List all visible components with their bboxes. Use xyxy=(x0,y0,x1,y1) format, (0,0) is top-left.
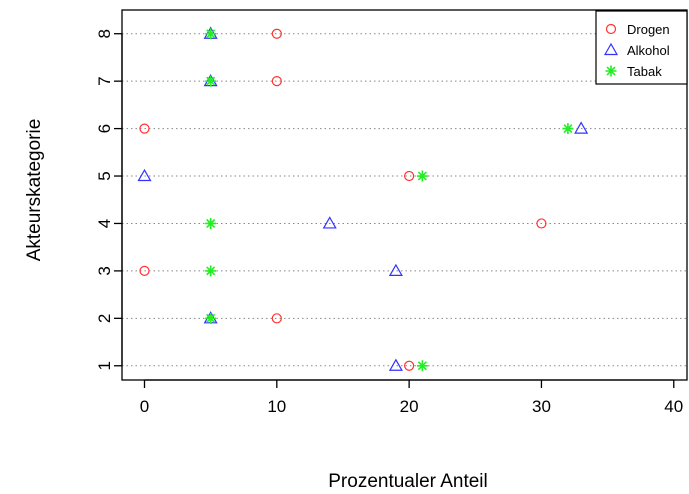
point-drogen-2 xyxy=(271,313,282,324)
legend-marker-alkohol xyxy=(603,42,619,56)
legend-label-alkohol: Alkohol xyxy=(627,43,670,58)
x-axis: 0 10 20 30 40 xyxy=(140,379,683,416)
legend-marker-drogen xyxy=(605,23,617,35)
x-tick-label-10: 10 xyxy=(267,397,286,416)
y-tick-label-5: 5 xyxy=(95,171,114,180)
point-tabak-6 xyxy=(562,123,574,135)
point-alkohol-6 xyxy=(574,121,589,134)
point-alkohol-5 xyxy=(137,168,152,182)
point-drogen-4 xyxy=(536,218,547,229)
x-tick-label-30: 30 xyxy=(532,397,551,416)
point-alkohol-1 xyxy=(388,358,403,371)
point-tabak-5 xyxy=(416,170,428,182)
legend: Drogen Alkohol Tabak xyxy=(595,10,688,85)
point-alkohol-4 xyxy=(322,216,337,229)
point-tabak-8 xyxy=(205,28,217,40)
point-tabak-3 xyxy=(205,265,217,277)
y-tick-label-8: 8 xyxy=(95,29,114,38)
point-tabak-4 xyxy=(205,217,217,229)
x-tick-label-0: 0 xyxy=(140,397,149,416)
point-drogen-7 xyxy=(271,76,282,87)
y-tick-label-4: 4 xyxy=(95,219,114,228)
y-tick-label-1: 1 xyxy=(95,361,114,370)
point-drogen-8 xyxy=(271,28,282,39)
point-alkohol-3 xyxy=(388,263,403,276)
y-axis: 1 2 3 4 5 6 7 8 xyxy=(95,29,123,371)
point-tabak-1 xyxy=(416,360,428,372)
y-tick-label-7: 7 xyxy=(95,76,114,85)
y-tick-label-3: 3 xyxy=(95,266,114,275)
y-tick-label-2: 2 xyxy=(95,314,114,323)
legend-marker-tabak xyxy=(605,65,617,77)
data-points xyxy=(137,26,589,372)
x-axis-title: Prozentualer Anteil xyxy=(328,471,488,492)
point-drogen-1 xyxy=(404,360,415,371)
x-tick-label-40: 40 xyxy=(664,397,683,416)
y-tick-label-6: 6 xyxy=(95,124,114,133)
point-drogen-6 xyxy=(139,123,150,134)
x-tick-label-20: 20 xyxy=(400,397,419,416)
point-tabak-2 xyxy=(205,312,217,324)
point-drogen-3 xyxy=(139,265,150,276)
y-axis-title: Akteurskategorie xyxy=(24,119,45,262)
legend-label-drogen: Drogen xyxy=(627,22,670,37)
point-drogen-5 xyxy=(404,170,415,182)
legend-label-tabak: Tabak xyxy=(627,64,662,79)
point-tabak-7 xyxy=(205,75,217,87)
